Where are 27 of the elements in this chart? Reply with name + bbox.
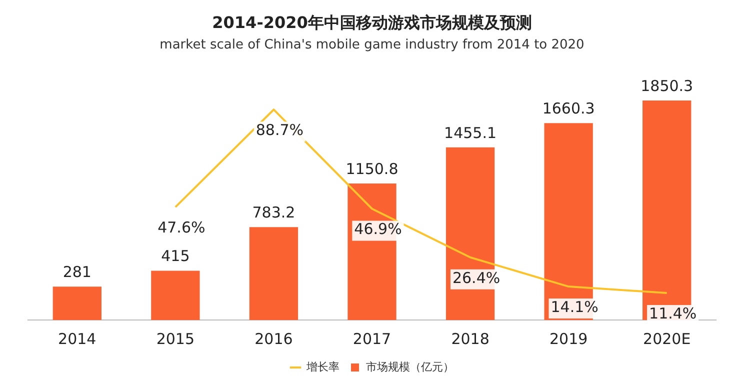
legend-label: 市场规模（亿元） [366, 360, 454, 374]
legend-label: 增长率 [306, 360, 340, 374]
bar [52, 286, 102, 320]
chart-title: 2014-2020年中国移动游戏市场规模及预测 [212, 12, 532, 32]
data-label: 46.9% [354, 220, 402, 238]
x-tick-label: 2016 [254, 330, 293, 348]
data-label: 1150.8 [346, 160, 398, 178]
data-label: 11.4% [649, 304, 697, 322]
data-label: 1660.3 [542, 99, 595, 118]
chart-subtitle: market scale of China's mobile game industry from 2014 to 2020 [160, 37, 584, 52]
data-label: 47.6% [158, 218, 206, 236]
x-tick-label: 2015 [156, 330, 195, 348]
x-tick-label: 2014 [58, 330, 96, 348]
data-label: 281 [62, 263, 92, 282]
x-tick-label: 2017 [352, 330, 392, 348]
data-label: 783.2 [252, 204, 296, 222]
data-label: 415 [161, 247, 190, 266]
data-label: 14.1% [550, 298, 598, 316]
data-label: 26.4% [452, 268, 500, 287]
x-tick-label: 2020E [643, 330, 691, 348]
x-tick-label: 2018 [451, 330, 490, 348]
data-label: 88.7% [256, 120, 304, 139]
x-tick-label: 2019 [549, 330, 588, 348]
bar [249, 227, 298, 320]
bar [151, 270, 200, 320]
data-label: 1455.1 [444, 124, 497, 142]
data-label: 1850.3 [640, 76, 694, 95]
